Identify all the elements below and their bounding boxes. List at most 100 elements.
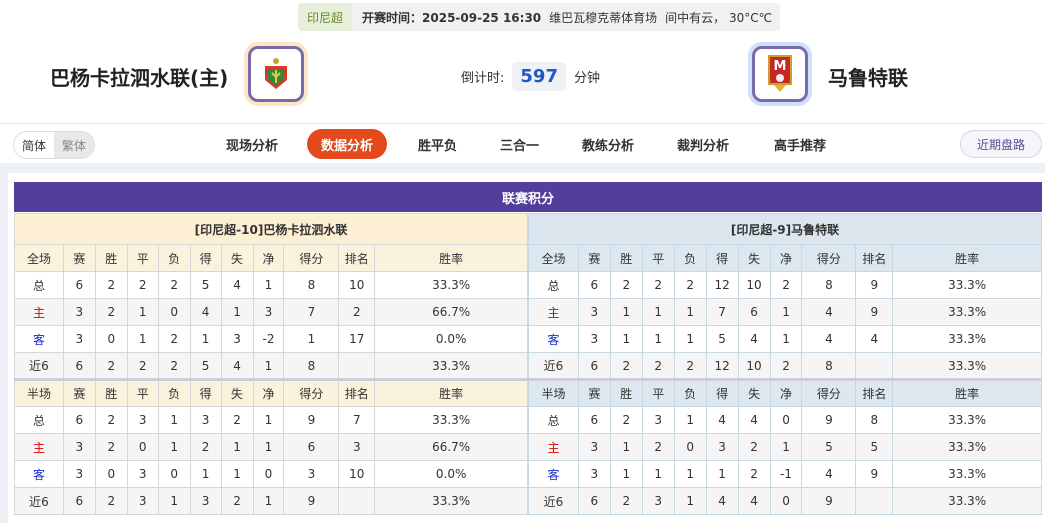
table-cell: 9 xyxy=(855,460,894,488)
table-cell: 4 xyxy=(220,271,254,299)
table-cell: 2 xyxy=(641,352,675,380)
tab-referee-analysis[interactable]: 裁判分析 xyxy=(677,138,730,154)
table-cell: 6 xyxy=(577,271,611,299)
table-cell: 6 xyxy=(737,298,771,326)
table-cell: 3 xyxy=(220,325,254,353)
table-cell: 33.3% xyxy=(892,487,1042,515)
table-cell: 4 xyxy=(801,325,857,353)
column-header: 得分 xyxy=(801,378,857,407)
table-cell: 9 xyxy=(283,487,340,515)
table-cell: 3 xyxy=(62,460,96,488)
table-cell: 1 xyxy=(609,460,643,488)
column-header: 赛 xyxy=(577,244,611,272)
table-cell: 2 xyxy=(609,487,643,515)
column-header: 得 xyxy=(705,244,739,272)
row-label: 主 xyxy=(14,433,64,461)
column-header: 负 xyxy=(673,378,707,407)
row-label: 客 xyxy=(528,325,579,353)
table-cell: 0 xyxy=(673,433,707,461)
table-cell: 66.7% xyxy=(374,433,528,461)
table-cell: 4 xyxy=(801,298,857,326)
tab-coach-analysis[interactable]: 教练分析 xyxy=(582,138,635,154)
simplified-button[interactable]: 简体 xyxy=(22,138,47,153)
table-cell: 1 xyxy=(673,298,707,326)
table-cell: 1 xyxy=(609,298,643,326)
nav-bar: 简体 繁体 现场分析 数据分析 胜平负 三合一 教练分析 裁判分析 高手推荐 近… xyxy=(0,123,1045,163)
table-cell: 3 xyxy=(189,487,222,515)
column-header: 负 xyxy=(157,244,191,272)
tab-expert-picks[interactable]: 高手推荐 xyxy=(774,138,827,154)
column-header: 赛 xyxy=(62,378,96,407)
table-cell: 1 xyxy=(157,487,191,515)
table-cell: 4 xyxy=(855,325,894,353)
table-row: 总 6 2 2 2 5 4 1 8 10 33.3% xyxy=(14,271,528,299)
table-cell: 1 xyxy=(126,298,159,326)
away-team-logo[interactable]: M xyxy=(748,42,812,106)
table-cell: 6 xyxy=(62,271,96,299)
table-cell: 3 xyxy=(705,433,739,461)
table-cell: 12 xyxy=(705,271,739,299)
table-cell: 2 xyxy=(94,433,128,461)
table-cell: -1 xyxy=(769,460,803,488)
column-header: 排名 xyxy=(338,244,376,272)
table-row: 近6 6 2 3 1 4 4 0 9 33.3% xyxy=(528,487,1042,515)
venue: 维巴瓦穆克蒂体育场 xyxy=(549,10,658,25)
row-label: 客 xyxy=(14,460,64,488)
league-badge[interactable]: 印尼超 xyxy=(298,3,353,31)
table-cell: 3 xyxy=(126,460,159,488)
table-cell: 2 xyxy=(220,406,254,434)
recent-handicap-button[interactable]: 近期盘路 xyxy=(959,130,1042,158)
table-cell: 10 xyxy=(737,271,771,299)
tab-three-in-one[interactable]: 三合一 xyxy=(500,138,540,154)
team-table-title: [印尼超-9]马鲁特联 xyxy=(528,213,1042,245)
table-cell: 4 xyxy=(705,487,739,515)
table-cell: 0 xyxy=(769,487,803,515)
table-cell: -2 xyxy=(252,325,285,353)
tab-data-analysis[interactable]: 数据分析 xyxy=(307,129,388,159)
table-cell: 8 xyxy=(855,406,894,434)
table-cell: 10 xyxy=(338,271,376,299)
column-header: 平 xyxy=(641,378,675,407)
table-cell: 1 xyxy=(609,433,643,461)
table-cell xyxy=(338,487,376,515)
table-cell: 1 xyxy=(283,325,340,353)
table-cell xyxy=(338,352,376,380)
column-header: 半场 xyxy=(528,378,579,407)
countdown: 倒计时: 597 分钟 xyxy=(461,62,600,91)
table-cell: 1 xyxy=(705,460,739,488)
tab-win-draw-loss[interactable]: 胜平负 xyxy=(418,138,458,154)
row-label: 主 xyxy=(14,298,64,326)
away-standings-table: [印尼超-9]马鲁特联 全场赛胜平负得失净得分 排名 胜率总 6 2 2 2 12 10 2 8 9 33… xyxy=(528,213,1042,515)
table-cell: 2 xyxy=(189,433,222,461)
home-team-name[interactable]: 巴杨卡拉泗水联(主) xyxy=(50,66,229,90)
table-cell: 0 xyxy=(126,433,159,461)
home-team-logo[interactable] xyxy=(244,42,308,106)
table-cell: 3 xyxy=(577,325,611,353)
table-cell: 33.3% xyxy=(892,433,1042,461)
bhayangkara-crest-icon xyxy=(265,58,287,89)
table-cell: 12 xyxy=(705,352,739,380)
traditional-button[interactable]: 繁体 xyxy=(54,132,95,158)
table-cell: 4 xyxy=(801,460,857,488)
row-label: 总 xyxy=(528,271,579,299)
away-team-name[interactable]: 马鲁特联 xyxy=(828,66,908,90)
table-row: 总 6 2 2 2 12 10 2 8 9 33.3% xyxy=(528,271,1042,299)
table-cell xyxy=(855,487,894,515)
table-row: 主 3 1 1 1 7 6 1 4 9 33.3% xyxy=(528,298,1042,326)
table-cell: 0.0% xyxy=(374,325,528,353)
column-header: 失 xyxy=(220,378,254,407)
half-header-row: 半场赛胜平负得失净得分 排名 胜率 xyxy=(14,378,528,407)
column-header: 得分 xyxy=(283,244,340,272)
table-cell: 5 xyxy=(801,433,857,461)
table-cell: 2 xyxy=(94,271,128,299)
table-cell: 3 xyxy=(577,460,611,488)
tab-live-analysis[interactable]: 现场分析 xyxy=(226,138,279,154)
table-row: 客 3 0 1 2 1 3 -2 1 17 0.0% xyxy=(14,325,528,353)
table-cell: 1 xyxy=(252,433,285,461)
table-cell: 9 xyxy=(855,298,894,326)
column-header: 负 xyxy=(157,378,191,407)
countdown-value: 597 xyxy=(512,62,566,91)
table-cell: 1 xyxy=(769,298,803,326)
table-cell: 8 xyxy=(283,271,340,299)
table-cell: 6 xyxy=(577,487,611,515)
